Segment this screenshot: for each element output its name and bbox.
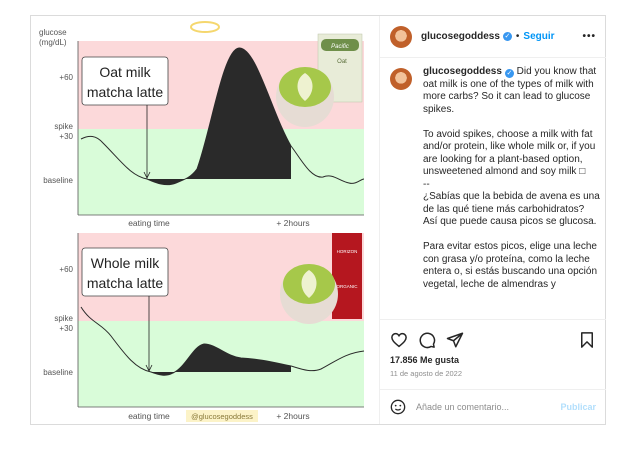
heart-icon[interactable]: [390, 331, 408, 349]
more-options-icon[interactable]: •••: [582, 31, 596, 42]
share-icon[interactable]: [446, 331, 464, 349]
glucose-comparison-graphic: glucose (mg/dL) +60 spike +30 baseline e…: [39, 21, 365, 422]
caption-username[interactable]: glucosegoddess: [423, 66, 502, 77]
verified-badge-icon: ✓: [504, 69, 514, 78]
comment-input[interactable]: Añade un comentario...: [416, 402, 510, 412]
post-image[interactable]: glucose (mg/dL) +60 spike +30 baseline e…: [31, 16, 379, 424]
callout-text: Whole milk: [91, 255, 160, 271]
y-label: +60: [59, 265, 73, 274]
x-label: + 2hours: [276, 218, 309, 228]
likes-count[interactable]: 17.856 Me gusta: [390, 355, 460, 365]
avatar[interactable]: [390, 68, 412, 90]
comment-bar: Añade un comentario... Publicar: [380, 389, 606, 424]
carton-text: Pacific: [331, 44, 349, 50]
glucose-area-bottom: [151, 344, 291, 376]
carton-text: Oat: [337, 59, 347, 65]
callout-text: Oat milk: [99, 64, 151, 80]
caption-text: glucosegoddess ✓ Did you know that oat mi…: [423, 66, 600, 316]
arrow-icon: [145, 364, 153, 372]
y-label: +30: [59, 132, 73, 141]
carton-text: HORIZON: [337, 249, 358, 254]
instagram-post: glucose (mg/dL) +60 spike +30 baseline e…: [30, 15, 606, 425]
y-label: spike: [54, 314, 73, 323]
y-label: baseline: [43, 368, 73, 377]
follow-button[interactable]: Seguir: [523, 31, 555, 42]
verified-badge-icon: ✓: [502, 32, 512, 41]
y-axis-unit: (mg/dL): [39, 38, 67, 47]
x-label: eating time: [128, 411, 170, 421]
whole-milk-carton: [332, 233, 362, 319]
glucose-curve-top: [80, 47, 365, 186]
post-sidebar: glucosegoddess ✓ • Seguir ••• glucosegod…: [379, 16, 606, 424]
comment-icon[interactable]: [418, 331, 436, 349]
glucose-area-top: [147, 47, 291, 185]
separator-dot: •: [515, 31, 520, 42]
username-link[interactable]: glucosegoddess: [421, 31, 500, 42]
callout-box: [81, 247, 169, 297]
caption-body: Did you know that oat milk is one of the…: [423, 66, 600, 290]
watermark: @glucosegoddess: [191, 412, 253, 421]
x-label: + 2hours: [276, 411, 309, 421]
callout-text: matcha latte: [87, 275, 163, 291]
caption: glucosegoddess ✓ Did you know that oat mi…: [390, 66, 600, 316]
post-header: glucosegoddess ✓ • Seguir •••: [380, 16, 606, 58]
halo-icon: [190, 21, 220, 33]
action-bar: [380, 319, 606, 359]
y-label: +60: [59, 73, 73, 82]
x-label: eating time: [128, 218, 170, 228]
post-date[interactable]: 11 de agosto de 2022: [390, 369, 463, 378]
arrow-icon: [143, 171, 151, 179]
publish-button[interactable]: Publicar: [560, 402, 596, 412]
emoji-icon[interactable]: [390, 399, 406, 415]
y-label: spike: [54, 122, 73, 131]
bookmark-icon[interactable]: [578, 331, 596, 349]
y-axis-title: glucose: [39, 28, 67, 37]
callout-text: matcha latte: [87, 84, 163, 100]
avatar[interactable]: [390, 25, 412, 48]
glucose-curve-bottom: [80, 306, 365, 376]
y-label: baseline: [43, 176, 73, 185]
y-label: +30: [59, 324, 73, 333]
callout-box: [81, 56, 169, 106]
carton-text: ORGANIC: [336, 284, 358, 289]
